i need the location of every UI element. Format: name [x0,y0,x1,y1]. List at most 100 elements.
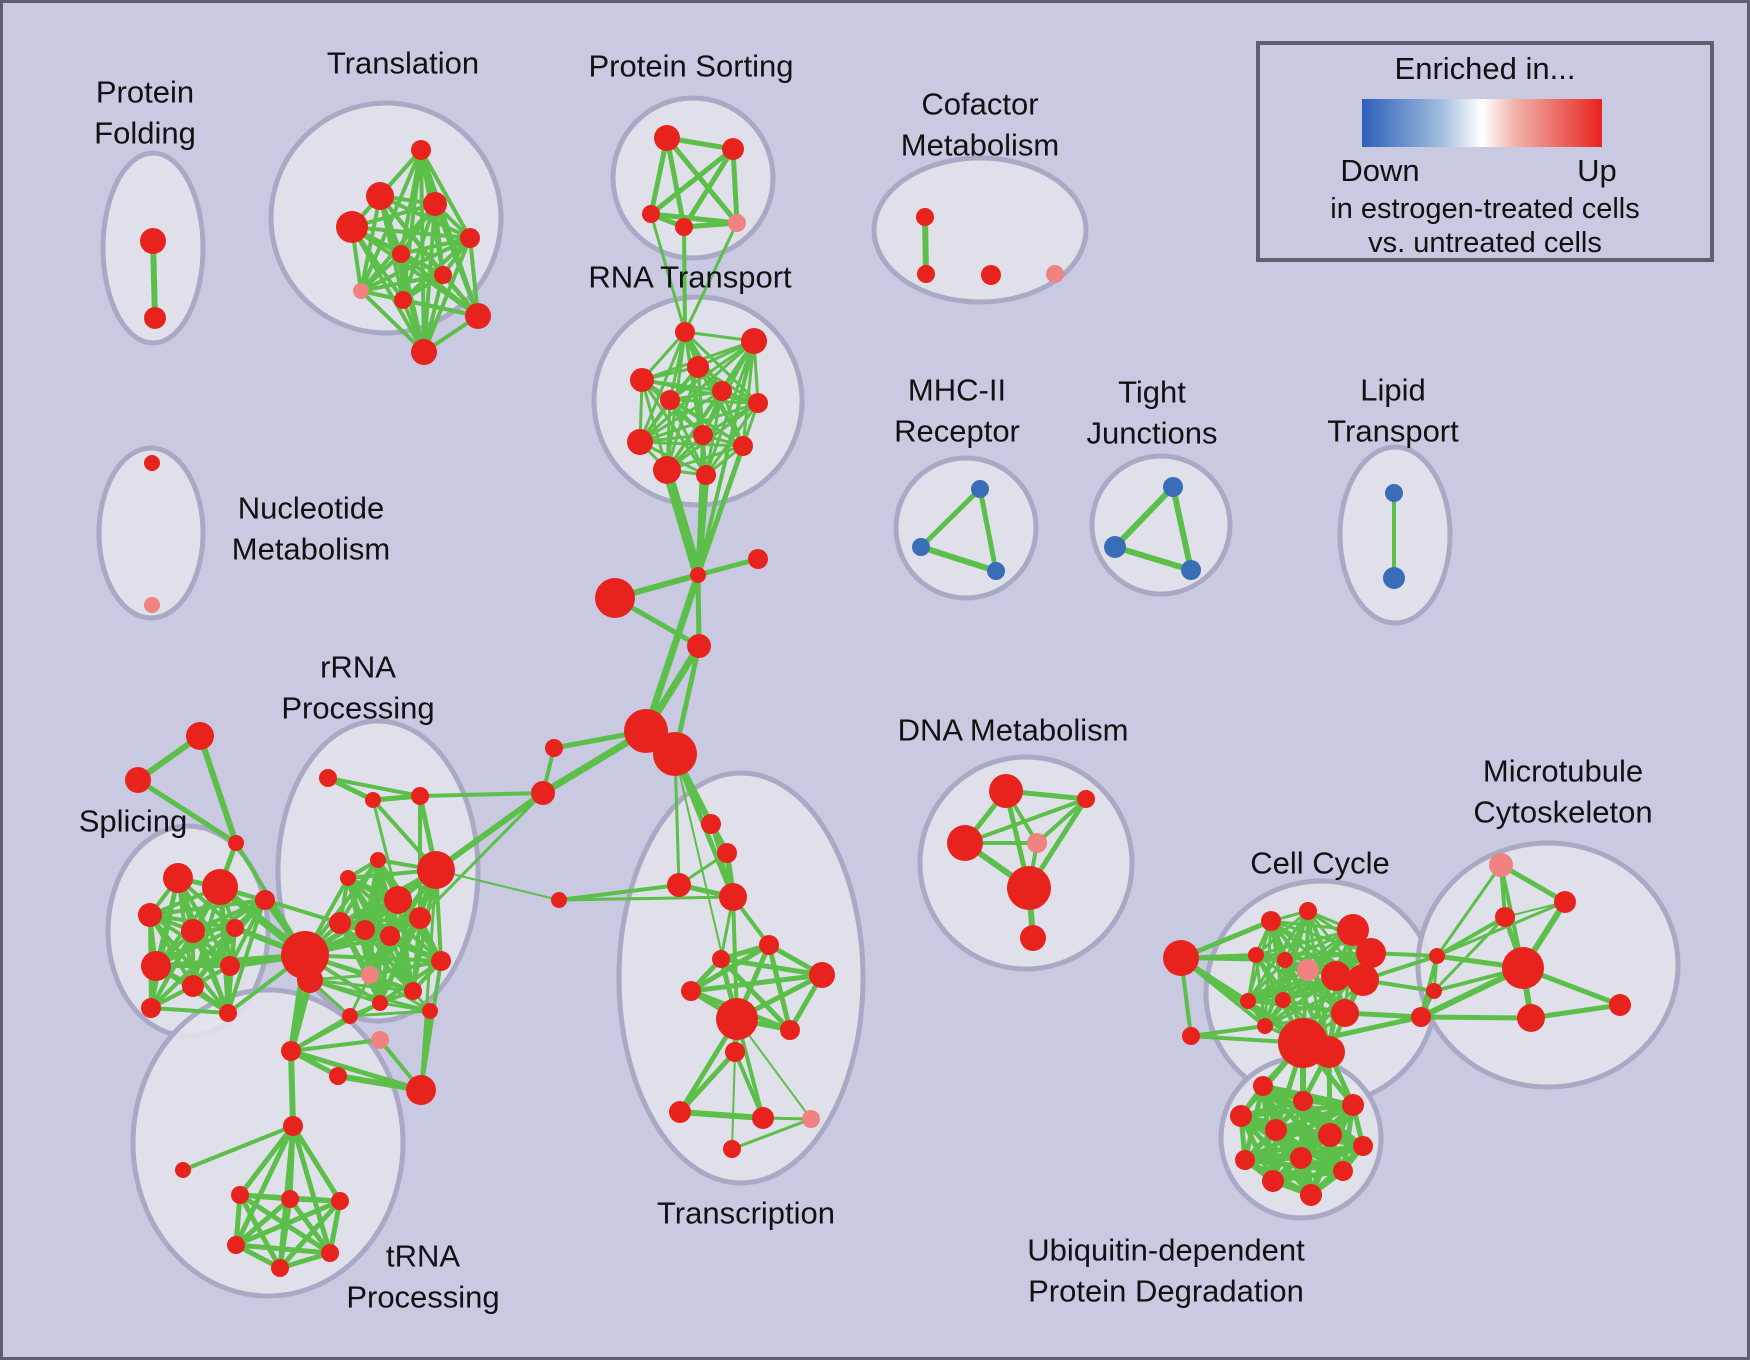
network-node-ts3 [667,873,691,897]
network-edge [378,1001,432,1013]
network-node-j2 [1429,948,1445,964]
network-node-c2 [748,549,768,569]
network-node-nm1 [144,455,160,471]
network-node-rr17 [404,982,422,1000]
network-edge [1418,1014,1534,1021]
network-node-sp10 [141,998,161,1018]
cluster-label-splicing: Splicing [79,804,188,839]
network-node-ts5 [551,892,567,908]
cluster-label-protein-folding: Folding [94,116,196,151]
network-node-mt8 [1609,994,1631,1016]
network-edge [378,934,392,1005]
network-node-cc12 [1257,1018,1273,1034]
network-edge [359,252,403,293]
network-node-sp7 [141,951,171,981]
network-edge [1254,909,1310,957]
cluster-label-rrna-processing: Processing [281,691,434,726]
network-node-ts12 [725,1042,745,1062]
network-node-pf2 [144,307,166,329]
network-edge [668,398,760,405]
network-node-sp9 [220,956,240,976]
network-node-tj2 [1104,536,1126,558]
network-node-rt6 [660,390,680,410]
network-edge [1435,915,1507,958]
network-node-rr15 [361,966,379,984]
network-node-tr1 [281,1041,301,1061]
network-node-cc11 [1275,992,1291,1008]
network-edge [664,135,740,226]
network-node-ps4 [675,218,693,236]
network-node-cm2 [917,265,935,283]
network-node-sp4 [181,919,205,943]
cluster-label-nucleotide-metabolism: Metabolism [232,532,391,567]
legend-caption-line2: vs. untreated cells [1368,227,1602,259]
network-edge [638,440,745,448]
network-edge [918,544,999,574]
network-node-rr18 [372,995,388,1011]
network-edge [359,148,423,293]
network-node-cm4 [1046,265,1064,283]
network-edge [977,486,999,574]
network-edge [1170,484,1194,573]
network-node-ts13 [669,1101,691,1123]
network-node-c8 [531,781,555,805]
network-edge [682,225,687,334]
network-edge [419,148,472,240]
network-node-rr14 [297,967,323,993]
network-edge [683,221,739,334]
network-node-dm5 [1007,866,1051,910]
network-edge [695,443,746,578]
network-node-mh1 [971,480,989,498]
legend-caption-line1: in estrogen-treated cells [1330,193,1640,225]
network-edge [1112,544,1194,573]
network-node-dm3 [947,825,983,861]
network-edge [662,465,703,580]
network-edge [1435,900,1567,958]
network-node-ts7 [759,935,779,955]
network-node-ps5 [728,214,746,232]
network-edge [683,330,760,405]
cluster-label-trna-processing: tRNA [386,1239,460,1274]
network-edge [378,959,443,1005]
network-node-t11 [411,339,437,365]
network-edge [649,212,687,334]
network-node-cc10 [1240,993,1256,1009]
network-node-cc0 [1163,940,1199,976]
network-node-ub5 [1265,1119,1287,1141]
network-edge [1246,958,1287,1003]
network-edge [368,973,432,1013]
network-node-cc8 [1321,961,1351,991]
network-edge [557,883,681,902]
network-node-ts6 [712,950,730,968]
network-node-cc1 [1261,911,1281,931]
network-edge [1246,968,1310,1003]
network-node-x3 [228,835,244,851]
network-node-rr2 [365,792,381,808]
network-edge [288,1048,296,1129]
network-node-ub3 [1342,1094,1364,1116]
network-node-tr9 [331,1192,349,1210]
cluster-microtubule-cytoskeleton [1415,840,1681,1090]
network-edge [648,146,736,217]
network-node-t6 [392,245,410,263]
cluster-label-dna-metabolism: DNA Metabolism [898,713,1129,748]
cluster-label-ubiquitin-degradation: Ubiquitin-dependent [1027,1233,1305,1268]
cluster-nucleotide-metabolism [96,445,206,621]
network-node-c7 [545,739,563,757]
network-edge [668,339,756,402]
network-edge [664,135,687,230]
network-node-c1 [690,567,706,583]
network-node-j3 [1426,983,1442,999]
network-node-c3 [595,578,635,618]
network-edge [422,273,445,354]
network-edge [368,916,422,977]
legend-gradient-bar [1362,99,1602,147]
network-edge [277,1198,343,1271]
network-node-rt3 [687,356,709,378]
network-edge [638,389,724,444]
network-node-rr19 [342,1008,358,1024]
network-node-ub8 [1235,1150,1255,1170]
network-node-tr7 [231,1186,249,1204]
network-node-ts1 [701,814,721,834]
